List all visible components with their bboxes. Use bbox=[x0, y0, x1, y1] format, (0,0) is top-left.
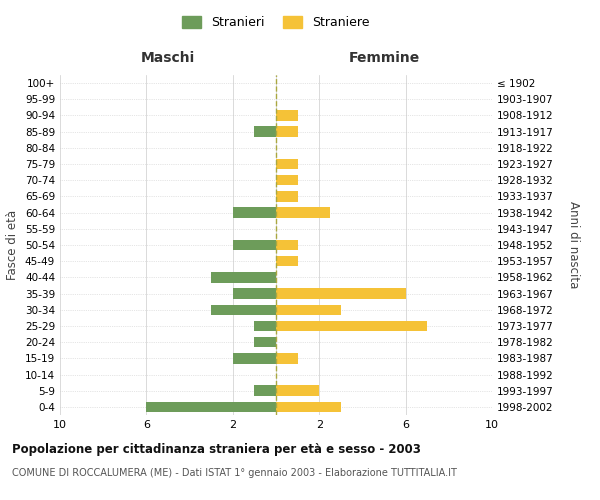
Bar bbox=[276, 402, 341, 412]
Bar bbox=[211, 304, 276, 315]
Text: Popolazione per cittadinanza straniera per età e sesso - 2003: Popolazione per cittadinanza straniera p… bbox=[12, 442, 421, 456]
Bar bbox=[276, 208, 330, 218]
Bar bbox=[276, 353, 298, 364]
Y-axis label: Anni di nascita: Anni di nascita bbox=[568, 202, 581, 288]
Bar bbox=[211, 272, 276, 282]
Bar bbox=[233, 240, 276, 250]
Bar bbox=[276, 320, 427, 331]
Bar bbox=[276, 240, 298, 250]
Bar bbox=[233, 208, 276, 218]
Bar bbox=[254, 337, 276, 347]
Bar bbox=[276, 256, 298, 266]
Bar bbox=[276, 110, 298, 120]
Text: COMUNE DI ROCCALUMERA (ME) - Dati ISTAT 1° gennaio 2003 - Elaborazione TUTTITALI: COMUNE DI ROCCALUMERA (ME) - Dati ISTAT … bbox=[12, 468, 457, 477]
Y-axis label: Fasce di età: Fasce di età bbox=[7, 210, 19, 280]
Bar bbox=[254, 386, 276, 396]
Text: Maschi: Maschi bbox=[141, 52, 195, 66]
Bar bbox=[276, 126, 298, 137]
Bar bbox=[146, 402, 276, 412]
Bar bbox=[276, 191, 298, 202]
Bar bbox=[254, 320, 276, 331]
Bar bbox=[254, 126, 276, 137]
Bar bbox=[276, 159, 298, 170]
Bar bbox=[233, 353, 276, 364]
Bar bbox=[276, 304, 341, 315]
Bar bbox=[276, 386, 319, 396]
Text: Femmine: Femmine bbox=[349, 52, 419, 66]
Bar bbox=[276, 175, 298, 186]
Bar bbox=[276, 288, 406, 299]
Bar bbox=[233, 288, 276, 299]
Legend: Stranieri, Straniere: Stranieri, Straniere bbox=[178, 11, 374, 34]
